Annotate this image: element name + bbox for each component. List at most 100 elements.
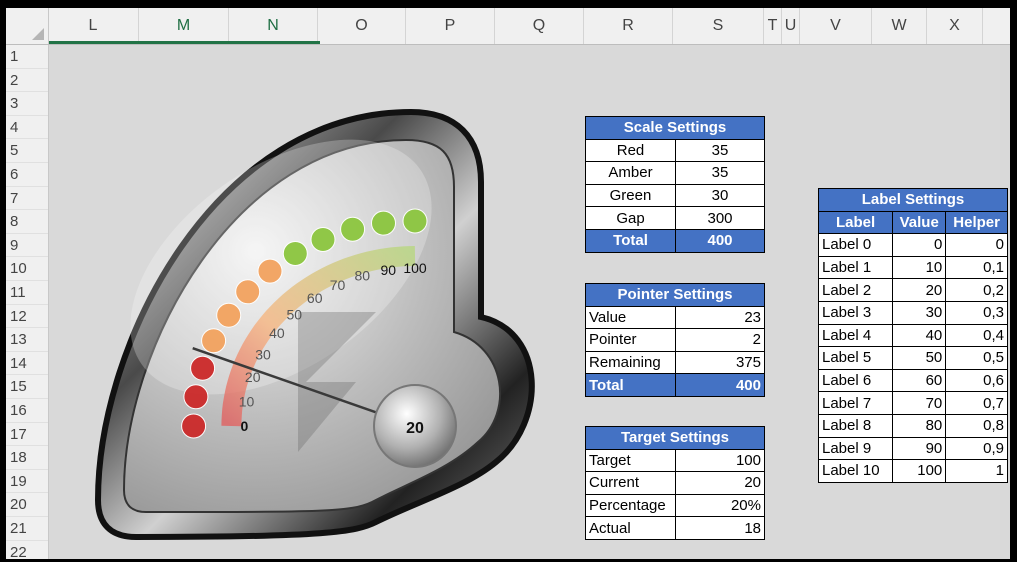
cell[interactable]: Remaining	[585, 350, 676, 375]
cell[interactable]: Value	[585, 305, 676, 330]
cell[interactable]: 100	[675, 448, 765, 473]
cell[interactable]: Label 6	[817, 368, 894, 393]
cell[interactable]: 0	[945, 233, 1008, 257]
cell[interactable]: Label 10	[817, 459, 894, 483]
row-header-21[interactable]: 21	[6, 517, 48, 541]
cell[interactable]: 0	[892, 233, 947, 257]
cell[interactable]: Green	[585, 183, 676, 208]
row-header-7[interactable]: 7	[6, 187, 48, 211]
cell[interactable]: Label 7	[817, 391, 894, 415]
row-header-12[interactable]: 12	[6, 305, 48, 329]
column-header-s[interactable]: S	[673, 8, 764, 44]
row-header-2[interactable]: 2	[6, 69, 48, 93]
cell[interactable]: Total	[585, 373, 676, 397]
row-header-17[interactable]: 17	[6, 423, 48, 447]
cell[interactable]: Amber	[585, 161, 676, 185]
cell[interactable]: 30	[892, 300, 947, 325]
cell[interactable]: 20%	[675, 493, 765, 518]
cell[interactable]: Target	[585, 448, 676, 473]
cell[interactable]: 23	[675, 305, 765, 330]
cell[interactable]: 375	[675, 350, 765, 375]
cell[interactable]: Actual	[585, 516, 676, 540]
row-header-6[interactable]: 6	[6, 163, 48, 187]
column-header-p[interactable]: P	[406, 8, 495, 44]
row-header-22[interactable]: 22	[6, 541, 48, 559]
cell[interactable]: Label 5	[817, 346, 894, 370]
row-header-16[interactable]: 16	[6, 399, 48, 423]
cell[interactable]: 90	[892, 436, 947, 461]
column-header-l[interactable]: L	[48, 8, 139, 44]
cell[interactable]: 20	[892, 278, 947, 302]
table-row: Label 3 30 0,3	[817, 300, 1008, 325]
row-header-8[interactable]: 8	[6, 210, 48, 234]
column-header-n[interactable]: N	[229, 8, 318, 44]
cell[interactable]: 0,9	[945, 436, 1008, 461]
cell[interactable]: 1	[945, 459, 1008, 483]
row-header-13[interactable]: 13	[6, 328, 48, 352]
cell[interactable]: 400	[675, 228, 765, 253]
cell[interactable]: 0,4	[945, 323, 1008, 348]
scale-label: 90	[381, 262, 397, 278]
row-header-1[interactable]: 1	[6, 45, 48, 69]
row-header-19[interactable]: 19	[6, 470, 48, 494]
cell[interactable]: 0,6	[945, 368, 1008, 393]
cell[interactable]: Label 1	[817, 255, 894, 280]
cell[interactable]: 35	[675, 161, 765, 185]
cell[interactable]: 0,5	[945, 346, 1008, 370]
cell[interactable]: 100	[892, 459, 947, 483]
column-header-t[interactable]: T	[764, 8, 782, 44]
cell[interactable]: Label 0	[817, 233, 894, 257]
cell[interactable]: 30	[675, 183, 765, 208]
row-header-20[interactable]: 20	[6, 493, 48, 517]
cell[interactable]: 50	[892, 346, 947, 370]
cell[interactable]: 0,2	[945, 278, 1008, 302]
cell[interactable]: 400	[675, 373, 765, 397]
row-header-14[interactable]: 14	[6, 352, 48, 376]
column-header-m[interactable]: M	[139, 8, 229, 44]
cell[interactable]: 35	[675, 138, 765, 163]
column-header-r[interactable]: R	[584, 8, 673, 44]
row-header-18[interactable]: 18	[6, 446, 48, 470]
cell[interactable]: 60	[892, 368, 947, 393]
row-header-15[interactable]: 15	[6, 375, 48, 399]
row-header-9[interactable]: 9	[6, 234, 48, 258]
cell[interactable]: Label 3	[817, 300, 894, 325]
scale-dot	[183, 384, 209, 410]
cell[interactable]: Gap	[585, 206, 676, 230]
cell[interactable]: Label 2	[817, 278, 894, 302]
select-all-corner[interactable]	[6, 8, 49, 44]
cell[interactable]: 300	[675, 206, 765, 230]
row-header-5[interactable]: 5	[6, 139, 48, 163]
cell[interactable]: Label 4	[817, 323, 894, 348]
row-header-10[interactable]: 10	[6, 257, 48, 281]
row-header-3[interactable]: 3	[6, 92, 48, 116]
column-header-x[interactable]: X	[927, 8, 983, 44]
cell[interactable]: 0,3	[945, 300, 1008, 325]
column-header-u[interactable]: U	[782, 8, 800, 44]
cell[interactable]: Percentage	[585, 493, 676, 518]
column-header-w[interactable]: W	[872, 8, 927, 44]
cell[interactable]: Label 8	[817, 413, 894, 438]
cell[interactable]: 0,8	[945, 413, 1008, 438]
row-header-11[interactable]: 11	[6, 281, 48, 305]
column-header-o[interactable]: O	[318, 8, 406, 44]
cell[interactable]: 20	[675, 471, 765, 495]
cell[interactable]: 2	[675, 328, 765, 352]
cell[interactable]: 0,1	[945, 255, 1008, 280]
cell[interactable]: Label 9	[817, 436, 894, 461]
cell[interactable]: 70	[892, 391, 947, 415]
cell[interactable]: 80	[892, 413, 947, 438]
row-header-4[interactable]: 4	[6, 116, 48, 140]
cell[interactable]: 18	[675, 516, 765, 540]
cell[interactable]: 40	[892, 323, 947, 348]
cell[interactable]: Current	[585, 471, 676, 495]
cell[interactable]: Red	[585, 138, 676, 163]
cell[interactable]: Total	[585, 228, 676, 253]
cell[interactable]: 0,7	[945, 391, 1008, 415]
cell[interactable]: Pointer	[585, 328, 676, 352]
cell[interactable]: 10	[892, 255, 947, 280]
column-header-q[interactable]: Q	[495, 8, 584, 44]
column-header-v[interactable]: V	[800, 8, 872, 44]
